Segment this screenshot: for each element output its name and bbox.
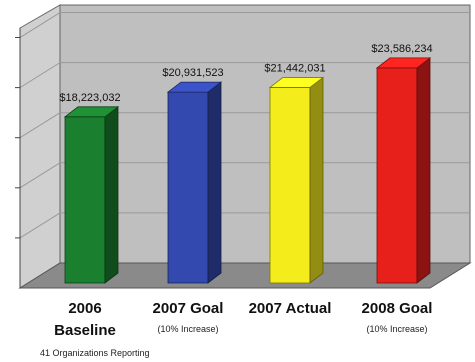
chart-left-wall <box>19 4 61 289</box>
category-subtitle-4: (10% Increase) <box>366 324 428 334</box>
bar-front <box>167 91 209 284</box>
bars <box>63 57 432 284</box>
bar-4 <box>375 57 432 284</box>
data-label-4: $23,586,234 <box>371 43 432 55</box>
data-labels: $18,223,032 $20,931,523 $21,442,031 $23,586… <box>59 43 432 104</box>
data-label-3: $21,442,031 <box>264 62 325 74</box>
bar-top <box>375 57 432 69</box>
gridline-side <box>19 162 61 189</box>
bar-side <box>309 76 324 284</box>
bar-side <box>104 105 119 284</box>
bar-front <box>269 87 311 284</box>
bar-3 <box>268 76 325 284</box>
category-subtitle-2: (10% Increase) <box>157 324 219 334</box>
chart-floor <box>18 262 472 289</box>
gridline-side <box>19 212 61 239</box>
category-label-4: 2008 Goal <box>361 300 433 317</box>
footnote: 41 Organizations Reporting <box>40 348 150 358</box>
bar-1 <box>63 105 120 284</box>
bar-side <box>416 57 431 284</box>
bar-top <box>268 77 325 88</box>
category-label-line2-1: Baseline <box>54 322 116 339</box>
bar-2 <box>166 81 223 284</box>
bar-side <box>207 81 222 284</box>
gridline-side <box>19 12 61 38</box>
data-label-1: $18,223,032 <box>59 92 120 104</box>
category-label-1: 2006 <box>68 300 102 317</box>
category-label-2: 2007 Goal <box>152 300 224 317</box>
bar-front <box>376 67 418 284</box>
bar-top <box>63 106 120 118</box>
bar-front <box>64 116 106 284</box>
gridline-side <box>19 112 61 139</box>
category-label-3: 2007 Actual <box>248 300 332 317</box>
bar-top <box>166 81 223 93</box>
gridline-side <box>19 62 61 89</box>
data-label-2: $20,931,523 <box>162 67 223 79</box>
